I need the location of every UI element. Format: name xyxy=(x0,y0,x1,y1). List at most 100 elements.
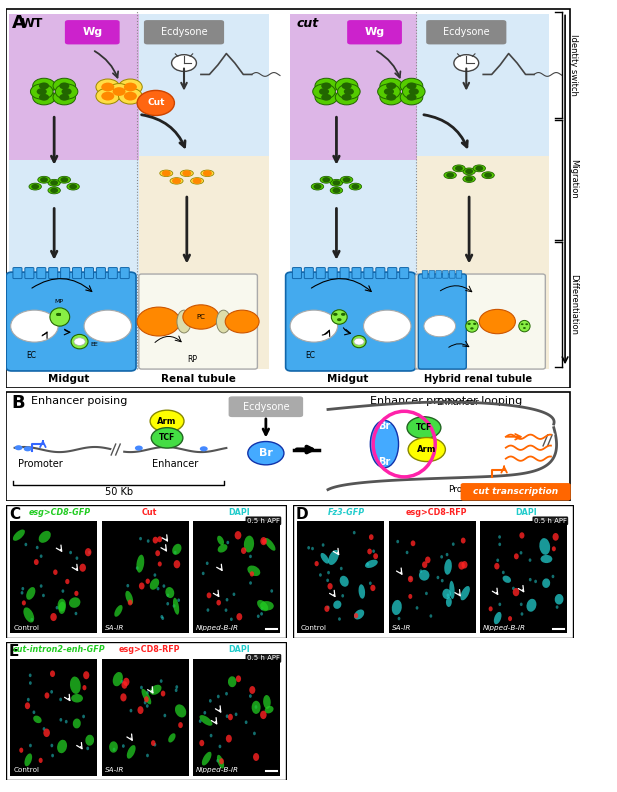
FancyBboxPatch shape xyxy=(415,274,545,369)
Ellipse shape xyxy=(218,544,228,553)
Circle shape xyxy=(425,592,428,595)
FancyBboxPatch shape xyxy=(442,271,448,278)
Circle shape xyxy=(260,537,267,545)
Circle shape xyxy=(151,428,183,448)
Ellipse shape xyxy=(70,676,81,694)
Circle shape xyxy=(475,166,483,171)
Circle shape xyxy=(465,169,473,174)
Circle shape xyxy=(437,576,439,579)
Circle shape xyxy=(378,84,400,99)
Circle shape xyxy=(128,600,133,605)
Ellipse shape xyxy=(444,559,452,575)
Text: Cut: Cut xyxy=(147,98,165,108)
Circle shape xyxy=(39,554,43,558)
Circle shape xyxy=(445,553,449,556)
Text: Ecdysone: Ecdysone xyxy=(242,402,289,412)
Text: Ecdysone: Ecdysone xyxy=(160,27,207,37)
Text: 0.5 h APF: 0.5 h APF xyxy=(247,518,280,524)
Text: EC: EC xyxy=(26,351,36,360)
Circle shape xyxy=(402,84,425,99)
FancyBboxPatch shape xyxy=(297,521,384,634)
Text: E: E xyxy=(9,645,19,660)
Circle shape xyxy=(56,313,61,316)
Circle shape xyxy=(139,582,144,589)
Ellipse shape xyxy=(180,170,193,177)
Text: Nipped-B-IR: Nipped-B-IR xyxy=(196,626,239,631)
Ellipse shape xyxy=(463,176,475,182)
Circle shape xyxy=(249,695,252,698)
Circle shape xyxy=(164,714,166,718)
FancyBboxPatch shape xyxy=(109,268,117,279)
Circle shape xyxy=(407,82,416,89)
Circle shape xyxy=(25,703,30,709)
Circle shape xyxy=(30,84,53,99)
Circle shape xyxy=(328,583,333,589)
Circle shape xyxy=(19,748,23,753)
Circle shape xyxy=(124,82,137,91)
FancyBboxPatch shape xyxy=(193,659,280,775)
Text: cut transcription: cut transcription xyxy=(473,487,558,497)
Circle shape xyxy=(36,546,39,550)
Circle shape xyxy=(313,184,321,189)
Circle shape xyxy=(43,727,46,731)
Circle shape xyxy=(56,84,78,99)
Circle shape xyxy=(161,691,165,696)
Circle shape xyxy=(154,573,156,577)
Circle shape xyxy=(56,313,61,316)
Circle shape xyxy=(172,55,196,71)
Ellipse shape xyxy=(217,535,224,545)
Circle shape xyxy=(250,571,254,577)
Circle shape xyxy=(56,606,59,610)
Circle shape xyxy=(33,78,56,93)
Circle shape xyxy=(245,721,247,724)
Circle shape xyxy=(408,437,445,462)
FancyBboxPatch shape xyxy=(229,396,303,417)
Circle shape xyxy=(470,327,474,329)
Circle shape xyxy=(333,313,337,316)
Circle shape xyxy=(135,446,143,451)
Circle shape xyxy=(118,88,143,104)
Circle shape xyxy=(307,546,310,550)
Text: Promoter: Promoter xyxy=(449,485,490,494)
Circle shape xyxy=(53,89,76,105)
Circle shape xyxy=(22,587,24,590)
Ellipse shape xyxy=(125,591,133,604)
Circle shape xyxy=(43,729,50,737)
Text: cut-intron2-enh-GFP: cut-intron2-enh-GFP xyxy=(13,645,106,654)
Circle shape xyxy=(553,533,559,541)
Text: SA-IR: SA-IR xyxy=(392,626,412,631)
Circle shape xyxy=(56,313,61,316)
Text: Ecdysone: Ecdysone xyxy=(443,27,490,37)
Text: Br: Br xyxy=(259,448,273,459)
Circle shape xyxy=(409,577,412,581)
Circle shape xyxy=(255,705,257,709)
Ellipse shape xyxy=(419,570,429,581)
Circle shape xyxy=(321,82,331,89)
Text: A: A xyxy=(12,13,26,32)
Circle shape xyxy=(22,600,26,605)
FancyBboxPatch shape xyxy=(364,268,373,279)
FancyBboxPatch shape xyxy=(13,268,22,279)
Circle shape xyxy=(236,613,242,620)
Circle shape xyxy=(335,89,358,105)
Circle shape xyxy=(226,598,228,601)
Circle shape xyxy=(311,546,314,550)
Ellipse shape xyxy=(365,560,378,568)
Circle shape xyxy=(39,758,43,763)
Circle shape xyxy=(120,693,126,702)
Circle shape xyxy=(344,88,354,95)
Circle shape xyxy=(74,338,85,345)
Circle shape xyxy=(494,563,500,569)
Circle shape xyxy=(508,616,512,621)
Circle shape xyxy=(158,562,162,566)
Circle shape xyxy=(315,89,337,105)
Ellipse shape xyxy=(311,183,324,190)
Circle shape xyxy=(39,82,49,89)
Circle shape xyxy=(217,695,220,699)
Circle shape xyxy=(59,93,69,101)
Circle shape xyxy=(322,177,330,182)
Circle shape xyxy=(290,310,337,342)
Circle shape xyxy=(30,618,33,621)
Circle shape xyxy=(23,446,31,451)
Circle shape xyxy=(260,612,263,615)
